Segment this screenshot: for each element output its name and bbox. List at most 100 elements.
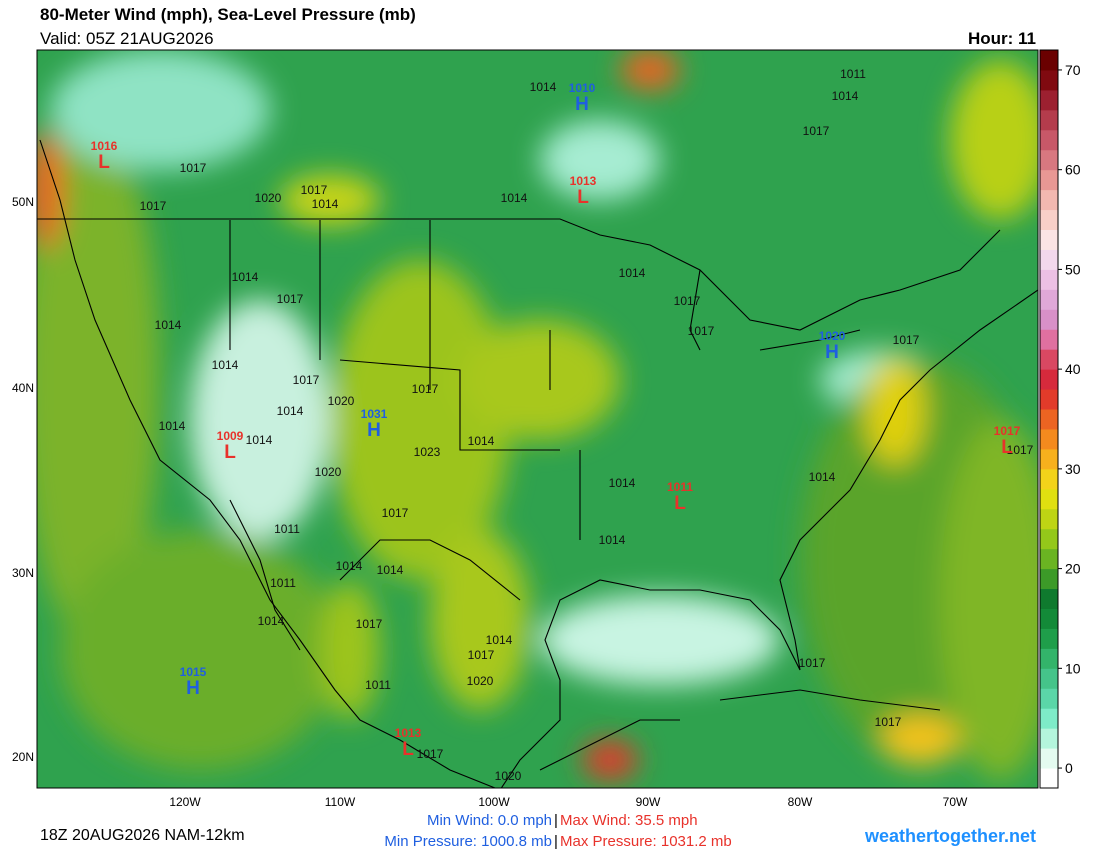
isobar-label: 1014	[258, 614, 285, 628]
colorbar-label: 40	[1065, 361, 1081, 377]
colorbar-label: 60	[1065, 162, 1081, 178]
isobar-label: 1017	[1007, 443, 1034, 457]
isobar-label: 1014	[155, 318, 182, 332]
colorbar-swatch	[1040, 369, 1058, 390]
isobar-label: 1014	[277, 404, 304, 418]
colorbar-swatch	[1040, 149, 1058, 171]
latitude-label: 20N	[12, 750, 34, 764]
colorbar-swatch	[1040, 189, 1058, 211]
isobar-label: 1014	[809, 470, 836, 484]
colorbar-swatch	[1040, 69, 1058, 91]
colorbar-swatch	[1040, 668, 1058, 689]
forecast-hour: Hour: 11	[968, 29, 1036, 48]
colorbar-swatch	[1040, 389, 1058, 410]
pressure-center: L	[577, 187, 589, 208]
pressure-center: L	[674, 493, 686, 514]
colorbar-swatch	[1040, 289, 1058, 310]
min-pressure: Min Pressure: 1000.8 mb	[384, 833, 552, 850]
title: 80-Meter Wind (mph), Sea-Level Pressure …	[40, 5, 416, 24]
isobar-label: 1014	[246, 433, 273, 447]
pressure-center: L	[1001, 437, 1013, 458]
colorbar-swatch	[1040, 468, 1058, 490]
separator: |	[554, 833, 558, 850]
isobar-label: 1014	[468, 434, 495, 448]
isobar-label: 1014	[486, 633, 513, 647]
model-run: 18Z 20AUG2026 NAM-12km	[40, 827, 245, 844]
latitude-label: 50N	[12, 195, 34, 209]
isobar-label: 1020	[255, 191, 282, 205]
colorbar-swatch	[1040, 708, 1058, 729]
colorbar-swatch	[1040, 548, 1058, 570]
colorbar-label: 0	[1065, 760, 1073, 776]
longitude-label: 90W	[636, 795, 661, 809]
isobar-label: 1020	[495, 769, 522, 783]
isobar-label: 1017	[412, 382, 439, 396]
colorbar-swatch	[1040, 129, 1058, 151]
colorbar-swatch	[1040, 50, 1058, 71]
site-name: weathertogether.net	[864, 826, 1036, 846]
pressure-value: 1009	[217, 429, 244, 443]
pressure-value: 1020	[819, 329, 846, 343]
colorbar-swatch	[1040, 588, 1058, 609]
colorbar-swatch	[1040, 568, 1058, 590]
colorbar-label: 20	[1065, 561, 1081, 577]
colorbar-swatch	[1040, 169, 1058, 191]
isobar-label: 1017	[356, 617, 383, 631]
pressure-center: H	[575, 94, 589, 115]
isobar-label: 1014	[609, 476, 636, 490]
isobar-label: 1014	[501, 191, 528, 205]
colorbar-swatch	[1040, 508, 1058, 530]
longitude-label: 100W	[478, 795, 510, 809]
isobar-label: 1014	[599, 533, 626, 547]
colorbar-frame	[1039, 49, 1059, 789]
pressure-value: 1013	[395, 726, 422, 740]
pressure-center: H	[825, 342, 839, 363]
isobar-label: 1014	[232, 270, 259, 284]
isobar-label: 1017	[875, 715, 902, 729]
isobar-label: 1020	[328, 394, 355, 408]
colorbar-swatch	[1040, 448, 1058, 470]
max-wind: Max Wind: 35.5 mph	[560, 812, 698, 829]
isobar-label: 1011	[270, 576, 296, 590]
colorbar-swatch	[1040, 249, 1058, 270]
colorbar-label: 50	[1065, 261, 1081, 277]
isobar-label: 1017	[468, 648, 495, 662]
isobar-label: 1014	[336, 559, 363, 573]
isobar-label: 1017	[803, 124, 830, 138]
isobar-label: 1017	[382, 506, 409, 520]
min-wind: Min Wind: 0.0 mph	[427, 812, 552, 829]
max-pressure: Max Pressure: 1031.2 mb	[560, 833, 732, 850]
isobar-label: 1014	[212, 358, 239, 372]
colorbar: 0 10 20 30 40 50 60 70	[1039, 49, 1081, 789]
isobar-label: 1017	[301, 183, 328, 197]
colorbar-swatch	[1040, 409, 1058, 430]
isobar-label: 1017	[893, 333, 920, 347]
wind-field	[37, 50, 1038, 780]
isobar-label: 1014	[159, 419, 186, 433]
colorbar-swatch	[1040, 209, 1058, 231]
colorbar-swatch	[1040, 109, 1058, 131]
colorbar-swatch	[1040, 349, 1058, 370]
pressure-center: H	[367, 420, 381, 441]
pressure-center: L	[402, 739, 414, 760]
colorbar-label: 70	[1065, 62, 1081, 78]
colorbar-swatch	[1040, 608, 1058, 629]
colorbar-swatch	[1040, 309, 1058, 330]
colorbar-label: 30	[1065, 461, 1081, 477]
isobar-label: 1011	[840, 67, 866, 81]
isobar-label: 1011	[274, 522, 300, 536]
colorbar-swatch	[1040, 628, 1058, 649]
colorbar-swatch	[1040, 89, 1058, 111]
colorbar-swatch	[1040, 648, 1058, 669]
colorbar-swatch	[1040, 428, 1058, 450]
isobar-label: 1014	[377, 563, 404, 577]
isobar-label: 1017	[799, 656, 826, 670]
isobar-label: 1017	[688, 324, 715, 338]
pressure-value: 1017	[994, 424, 1021, 438]
isobar-label: 1017	[140, 199, 167, 213]
isobar-label: 1014	[619, 266, 646, 280]
isobar-label: 1014	[312, 197, 339, 211]
pressure-center: L	[98, 152, 110, 173]
